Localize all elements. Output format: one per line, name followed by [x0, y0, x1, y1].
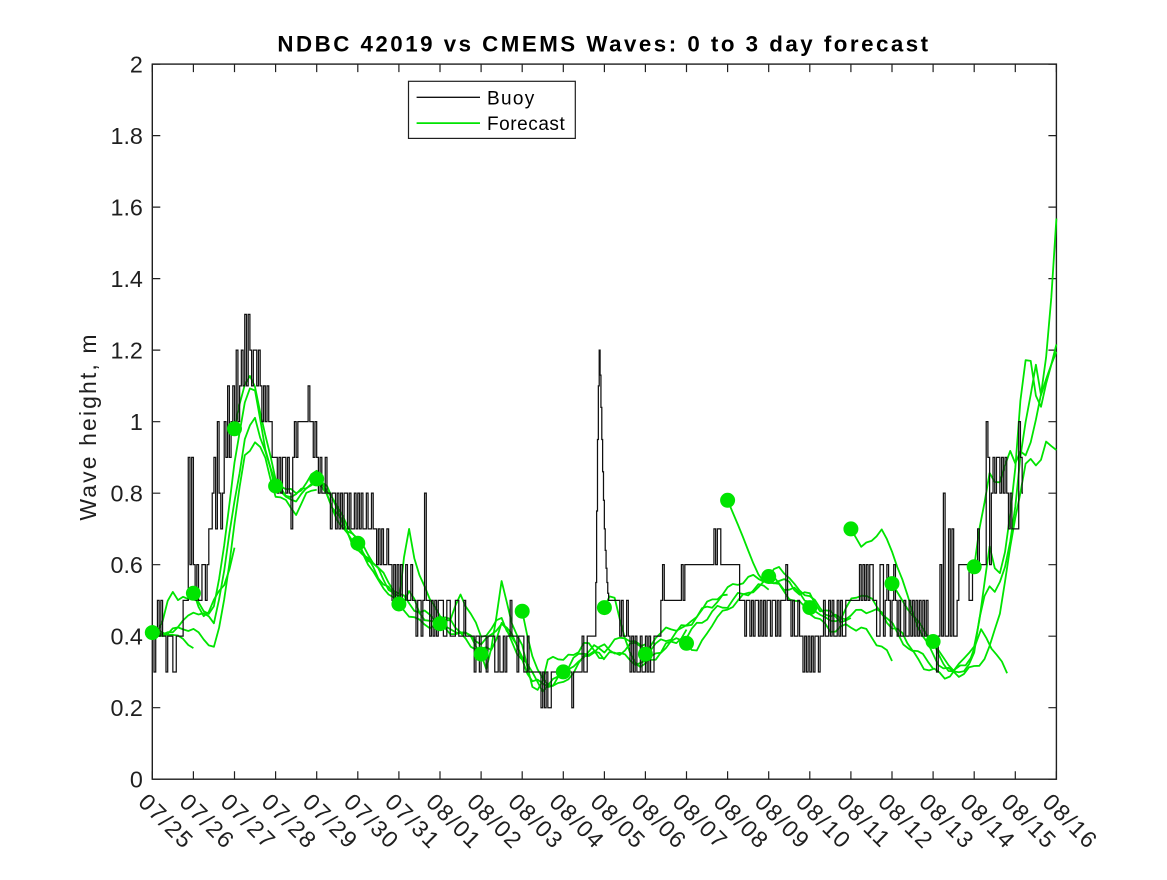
- svg-text:Buoy: Buoy: [487, 88, 536, 109]
- svg-text:1.4: 1.4: [111, 266, 143, 292]
- svg-text:1.6: 1.6: [111, 195, 143, 221]
- svg-text:1.2: 1.2: [111, 338, 143, 364]
- svg-text:1.8: 1.8: [111, 123, 143, 149]
- svg-text:Wave height, m: Wave height, m: [75, 332, 101, 520]
- svg-text:0.4: 0.4: [111, 624, 143, 650]
- svg-text:Forecast: Forecast: [487, 114, 565, 135]
- svg-text:1: 1: [130, 409, 143, 435]
- svg-text:0: 0: [130, 767, 143, 793]
- svg-text:NDBC 42019 vs CMEMS Waves: 0 t: NDBC 42019 vs CMEMS Waves: 0 to 3 day fo…: [277, 32, 930, 57]
- svg-text:2: 2: [130, 52, 143, 78]
- svg-text:0.8: 0.8: [111, 481, 143, 507]
- svg-text:0.6: 0.6: [111, 552, 143, 578]
- svg-text:0.2: 0.2: [111, 695, 143, 721]
